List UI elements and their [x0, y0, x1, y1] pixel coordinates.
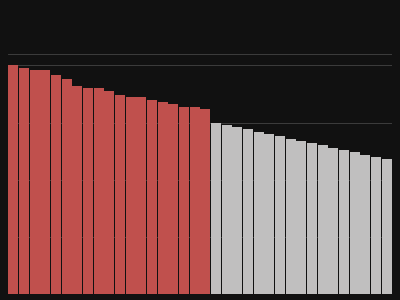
Bar	[222, 125, 232, 294]
Bar	[264, 134, 274, 294]
Bar	[168, 104, 178, 294]
Bar	[104, 91, 114, 294]
Bar	[126, 98, 136, 294]
Bar	[40, 70, 50, 294]
Bar	[296, 141, 306, 294]
Bar	[94, 88, 104, 294]
Bar	[307, 143, 317, 294]
Bar	[328, 148, 338, 294]
Bar	[254, 132, 264, 294]
Bar	[200, 109, 210, 294]
Bar	[8, 65, 18, 294]
Bar	[179, 106, 189, 294]
Bar	[19, 68, 29, 294]
Bar	[371, 157, 381, 294]
Bar	[286, 139, 296, 294]
Bar	[232, 127, 242, 294]
Bar	[136, 98, 146, 294]
Bar	[147, 100, 157, 294]
Bar	[360, 154, 370, 294]
Bar	[30, 70, 40, 294]
Bar	[51, 75, 61, 294]
Bar	[83, 88, 93, 294]
Bar	[275, 136, 285, 294]
Bar	[318, 146, 328, 294]
Bar	[158, 102, 168, 294]
Bar	[62, 79, 72, 294]
Bar	[339, 150, 349, 294]
Bar	[243, 129, 253, 294]
Bar	[350, 152, 360, 294]
Bar	[115, 95, 125, 294]
Bar	[72, 86, 82, 294]
Bar	[211, 123, 221, 294]
Bar	[382, 159, 392, 294]
Bar	[190, 106, 200, 294]
